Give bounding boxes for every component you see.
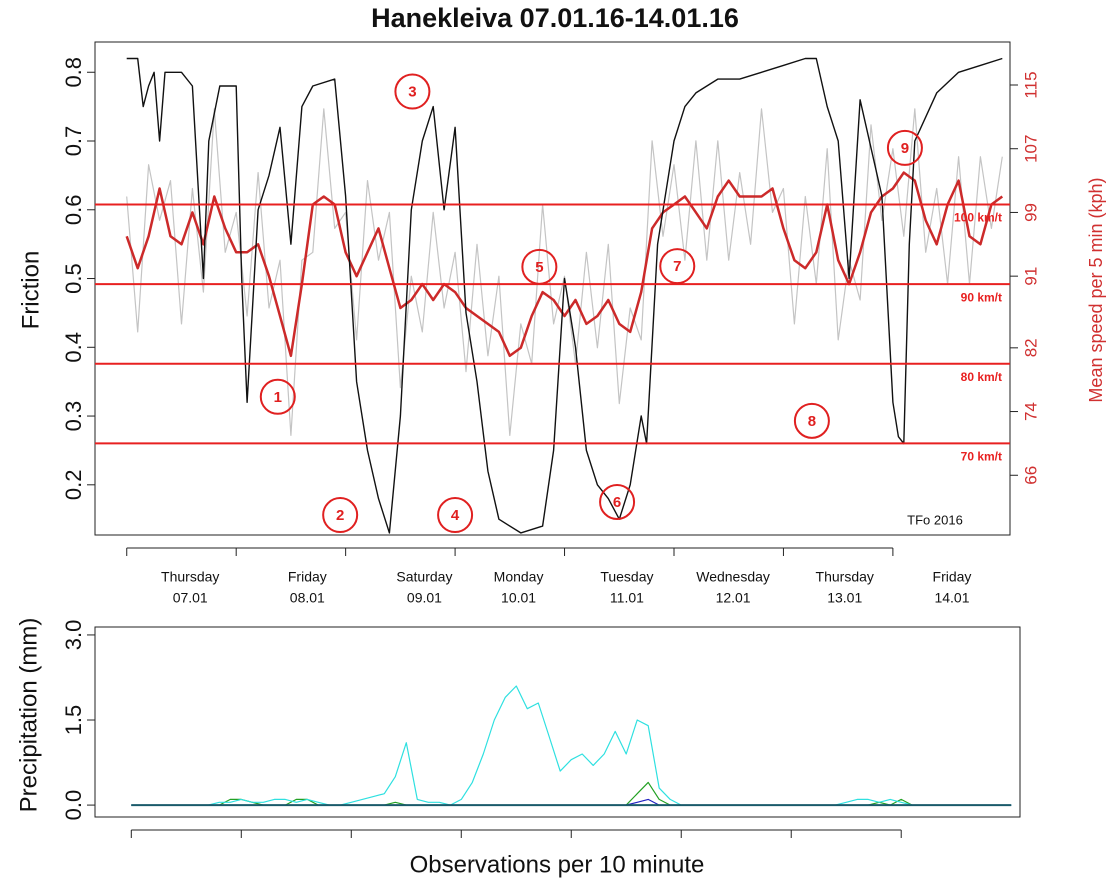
date-label: 07.01	[173, 590, 208, 606]
credit: TFo 2016	[907, 512, 963, 527]
series-line	[125, 171, 1004, 358]
reference-label: 90 km/t	[961, 290, 1002, 304]
annotation-circle	[793, 402, 830, 439]
day-label: Thursday	[816, 569, 874, 585]
date-label: 10.01	[501, 590, 536, 606]
annotation-circle	[886, 129, 923, 166]
date-label: 12.01	[716, 590, 751, 606]
date-label: 11.01	[610, 590, 644, 606]
annotation-circle	[521, 248, 558, 285]
annotation-circle	[322, 497, 359, 534]
plot-frame	[94, 626, 1021, 818]
y2-axis-title: Mean speed per 5 min (kph)	[1086, 177, 1106, 402]
y-axis-title: Friction	[17, 251, 44, 330]
y-tick-label: 0.6	[61, 194, 86, 225]
y2-tick-label: 99	[1021, 203, 1040, 222]
series-group	[125, 57, 1004, 534]
y-tick-label: 0.2	[61, 470, 86, 501]
series-line	[131, 685, 1012, 806]
y-tick-label: 0.0	[61, 790, 86, 821]
date-label: 13.01	[827, 590, 862, 606]
annotation-circle	[394, 73, 431, 110]
annotation-circle	[259, 378, 296, 415]
day-label: Thursday	[161, 569, 219, 585]
annotation-label: 1	[274, 389, 282, 406]
annotation-label: 6	[613, 494, 621, 511]
day-label: Friday	[288, 569, 327, 585]
day-label: Friday	[933, 569, 972, 585]
x-axis-title: Observations per 10 minute	[410, 851, 705, 878]
series-group	[131, 685, 1012, 807]
series-line	[126, 108, 1003, 436]
y2-tick-label: 115	[1021, 71, 1040, 98]
annotation-circle	[659, 248, 696, 285]
annotation-label: 2	[336, 507, 344, 524]
reference-label: 100 km/t	[954, 211, 1002, 225]
y-tick-label: 0.3	[61, 401, 86, 432]
y-tick-label: 0.7	[61, 126, 86, 157]
y-tick-label: 0.4	[61, 332, 86, 363]
y-tick-label: 1.5	[61, 705, 86, 736]
annotation-circle	[437, 497, 474, 534]
y2-tick-label: 107	[1021, 135, 1040, 163]
annotation-label: 9	[901, 140, 909, 157]
y-axis-title: Precipitation (mm)	[15, 618, 42, 813]
annotation-label: 7	[673, 258, 681, 275]
day-label: Monday	[494, 569, 544, 585]
plot-frame	[94, 41, 1011, 536]
y2-tick-label: 66	[1021, 466, 1040, 485]
annotation-circle	[599, 483, 636, 520]
y2-tick-label: 82	[1021, 338, 1040, 357]
date-label: 09.01	[407, 590, 442, 606]
day-label: Saturday	[396, 569, 452, 585]
annotation-label: 3	[408, 83, 416, 100]
date-label: 08.01	[290, 590, 325, 606]
annotation-label: 4	[451, 507, 460, 524]
y-tick-label: 0.8	[61, 57, 86, 88]
day-label: Tuesday	[600, 569, 653, 585]
reference-label: 70 km/t	[961, 450, 1002, 464]
y-tick-label: 3.0	[61, 620, 86, 651]
chart-title: Hanekleiva 07.01.16-14.01.16	[371, 3, 739, 33]
series-line	[126, 57, 1003, 534]
reference-label: 80 km/t	[961, 370, 1002, 384]
date-label: 14.01	[934, 590, 969, 606]
y-tick-label: 0.5	[61, 263, 86, 294]
day-label: Wednesday	[696, 569, 770, 585]
y2-tick-label: 74	[1021, 402, 1040, 421]
annotation-label: 5	[535, 259, 543, 276]
y2-tick-label: 91	[1021, 267, 1040, 286]
annotation-label: 8	[808, 413, 816, 430]
